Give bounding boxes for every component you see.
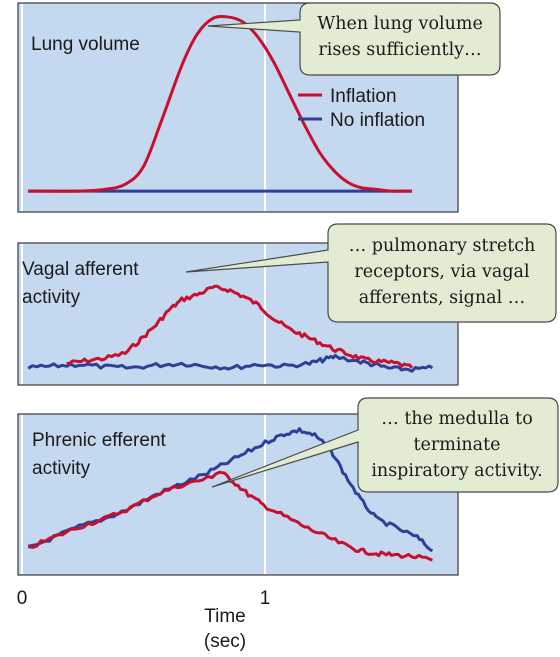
callout-line-1: … the medulla to [381,409,532,429]
callout-1: When lung volume rises sufficiently… [207,2,501,76]
callout-bubble [207,2,501,76]
callout-bubble [185,223,557,323]
series-line-inflation [27,470,433,562]
callout-bubble [211,397,559,493]
x-tick-label-1: 1 [260,588,271,609]
callout-line-1: When lung volume [317,14,483,34]
callout-line-1: … pulmonary stretch [349,236,536,256]
x-tick-label-0: 0 [17,588,28,609]
series-layer [27,427,434,562]
x-axis-label-line2: (sec) [204,631,246,652]
callout-line-3: inspiratory activity. [371,461,542,481]
series-layer [27,284,434,373]
legend: Inflation No inflation [298,86,425,131]
callout-line-2: rises sufficiently… [318,40,481,60]
callout-line-2: receptors, via vagal [354,262,530,282]
callout-line-2: terminate [413,435,500,455]
series-line-no-inflation [27,427,434,553]
panel-title: Lung volume [31,34,140,55]
callout-3: … the medulla to terminate inspiratory a… [211,397,559,493]
legend-label-inflation: Inflation [330,86,397,107]
panel-title-line1: Vagal afferent [22,259,139,280]
panel-title-line1: Phrenic efferent [32,430,167,451]
panel-title-line2: activity [22,287,81,308]
callout-2: … pulmonary stretch receptors, via vagal… [185,223,557,323]
legend-label-no-inflation: No inflation [330,110,425,131]
callout-line-3: afferents, signal … [359,288,526,308]
series-line-inflation [66,284,414,369]
panel-title-line2: activity [32,458,91,479]
x-axis-label-line1: Time [204,606,246,627]
